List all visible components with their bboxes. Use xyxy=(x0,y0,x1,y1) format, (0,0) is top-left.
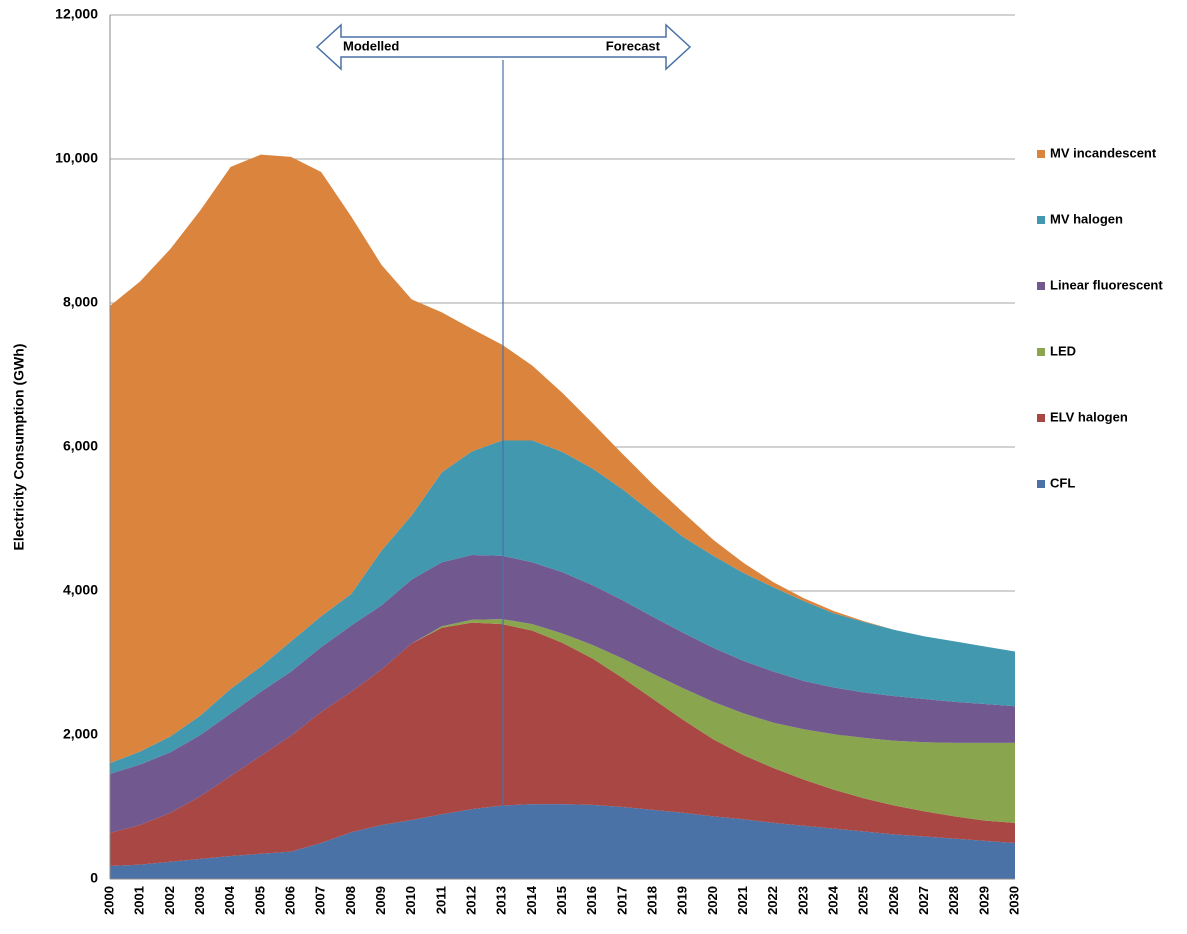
x-tick-label: 2020 xyxy=(705,886,720,915)
x-tick-label: 2017 xyxy=(614,886,629,915)
x-tick-label: 2025 xyxy=(856,886,871,915)
x-tick-label: 2005 xyxy=(252,886,267,915)
x-tick-label: 2019 xyxy=(675,886,690,915)
legend-swatch xyxy=(1037,480,1045,488)
x-tick-label: 2007 xyxy=(313,886,328,915)
y-tick-label: 6,000 xyxy=(63,438,98,454)
area xyxy=(110,804,1015,879)
area xyxy=(110,154,1015,764)
legend-label: MV incandescent xyxy=(1050,145,1157,160)
legend-label: Linear fluorescent xyxy=(1050,277,1163,292)
x-tick-label: 2022 xyxy=(765,886,780,915)
x-tick-label: 2024 xyxy=(825,885,840,915)
x-tick-label: 2030 xyxy=(1006,886,1021,915)
legend-swatch xyxy=(1037,282,1045,290)
period-arrow xyxy=(315,23,692,71)
x-tick-label: 2015 xyxy=(554,886,569,915)
x-tick-label: 2010 xyxy=(403,886,418,915)
legend-swatch xyxy=(1037,150,1045,158)
area xyxy=(110,555,1015,833)
legend-label: MV halogen xyxy=(1050,211,1123,226)
legend-label: LED xyxy=(1050,343,1076,358)
x-tick-label: 2000 xyxy=(101,886,116,915)
y-tick-label: 4,000 xyxy=(63,582,98,598)
x-tick-label: 2011 xyxy=(433,886,448,914)
x-tick-label: 2008 xyxy=(343,886,358,915)
legend-swatch xyxy=(1037,348,1045,356)
y-tick-label: 2,000 xyxy=(63,726,98,742)
annotation: Modelled xyxy=(343,38,399,53)
area xyxy=(110,622,1015,867)
legend-label: CFL xyxy=(1050,475,1075,490)
x-tick-label: 2027 xyxy=(916,886,931,915)
x-tick-label: 2002 xyxy=(162,886,177,915)
x-tick-label: 2012 xyxy=(463,886,478,915)
x-tick-label: 2004 xyxy=(222,885,237,915)
legend-label: ELV halogen xyxy=(1050,409,1128,424)
x-tick-label: 2009 xyxy=(373,886,388,915)
x-tick-label: 2023 xyxy=(795,886,810,915)
y-tick-label: 10,000 xyxy=(55,150,98,166)
x-tick-label: 2029 xyxy=(976,886,991,915)
x-tick-label: 2014 xyxy=(524,885,539,915)
x-tick-label: 2003 xyxy=(192,886,207,915)
y-axis-title: Electricity Consumption (GWh) xyxy=(11,344,27,551)
area xyxy=(110,440,1015,774)
plot-area xyxy=(110,14,1015,880)
x-tick-label: 2028 xyxy=(946,886,961,915)
y-tick-label: 12,000 xyxy=(55,6,98,22)
legend-swatch xyxy=(1037,216,1045,224)
x-tick-label: 2026 xyxy=(886,886,901,915)
y-tick-label: 8,000 xyxy=(63,294,98,310)
legend-swatch xyxy=(1037,414,1045,422)
annotation: Forecast xyxy=(606,38,661,53)
x-tick-label: 2006 xyxy=(282,886,297,915)
x-tick-label: 2018 xyxy=(644,886,659,915)
y-tick-label: 0 xyxy=(90,870,98,886)
x-tick-label: 2021 xyxy=(735,886,750,915)
x-tick-label: 2016 xyxy=(584,886,599,915)
x-tick-label: 2013 xyxy=(494,886,509,915)
x-tick-label: 2001 xyxy=(132,886,147,915)
